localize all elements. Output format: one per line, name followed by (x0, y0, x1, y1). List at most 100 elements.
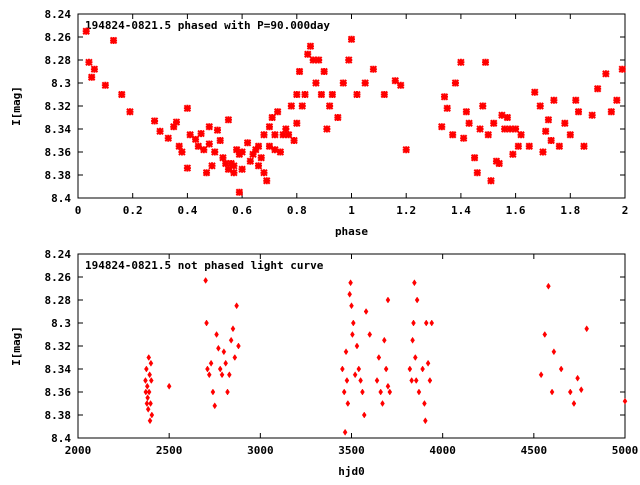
data-point (230, 162, 238, 170)
data-point (271, 131, 279, 139)
data-point (558, 365, 564, 373)
data-point (459, 134, 468, 142)
data-point (350, 331, 355, 338)
data-point (618, 65, 626, 73)
x-tick-label: 0.4 (177, 204, 197, 217)
data-point (349, 302, 354, 310)
data-point (385, 382, 391, 390)
data-point (575, 374, 580, 382)
data-point (236, 342, 241, 350)
data-point (216, 136, 224, 145)
x-tick-label: 0.8 (287, 204, 307, 217)
data-point (495, 159, 503, 168)
data-point (352, 371, 358, 379)
data-point (217, 365, 223, 373)
data-point (385, 296, 391, 304)
data-point (260, 131, 268, 139)
y-tick-label: 8.34 (45, 363, 72, 376)
data-point (613, 96, 621, 104)
data-point (227, 371, 232, 379)
data-point (525, 142, 533, 150)
x-tick-label: 1.2 (396, 204, 416, 217)
chart-title: 194824-0821.5 not phased light curve (85, 259, 324, 272)
data-point (342, 428, 348, 436)
data-point (208, 162, 216, 170)
data-point (451, 79, 460, 87)
x-tick-label: 1.4 (451, 204, 471, 217)
data-point (156, 127, 164, 136)
data-point (146, 354, 152, 361)
data-point (397, 81, 405, 90)
data-point (252, 145, 260, 154)
data-point (422, 400, 427, 407)
data-point (287, 102, 296, 110)
data-point (498, 111, 506, 119)
data-point (341, 388, 347, 396)
data-point (309, 56, 317, 64)
data-point (345, 56, 353, 64)
data-point (205, 122, 213, 131)
y-tick-label: 8.28 (45, 54, 72, 67)
data-point (555, 142, 564, 150)
data-point (511, 125, 520, 133)
data-point (143, 388, 149, 396)
data-point (367, 331, 373, 338)
data-point (593, 85, 602, 93)
data-point (150, 117, 159, 125)
data-point (164, 134, 172, 142)
x-axis-title: hjd0 (338, 465, 365, 478)
data-point (438, 122, 446, 131)
data-point (465, 119, 473, 127)
data-point (183, 164, 192, 172)
data-point (344, 377, 350, 384)
data-point (118, 90, 126, 99)
data-point (166, 382, 172, 390)
data-point (353, 90, 361, 99)
data-point (148, 359, 154, 367)
data-point (271, 145, 279, 154)
x-tick-label: 4000 (429, 444, 456, 457)
data-point (224, 116, 233, 124)
y-axis-title: I[mag] (10, 326, 23, 366)
data-point (574, 108, 583, 116)
data-point (470, 154, 479, 162)
data-point (230, 325, 236, 333)
data-point (178, 148, 186, 156)
data-point (85, 58, 93, 67)
data-point (232, 354, 238, 361)
data-point (147, 417, 153, 425)
data-point (323, 125, 331, 133)
data-point (413, 354, 418, 361)
data-point (549, 388, 555, 396)
data-point (172, 118, 181, 126)
data-point (506, 125, 514, 133)
data-point (413, 377, 419, 384)
data-point (298, 102, 306, 110)
data-point (347, 35, 356, 44)
data-point (219, 371, 225, 379)
x-axis-title: phase (335, 225, 368, 238)
data-point (314, 56, 323, 64)
data-point (293, 119, 301, 127)
y-tick-label: 8.32 (45, 340, 72, 353)
data-point (584, 325, 590, 333)
data-point (345, 400, 351, 407)
data-point (440, 93, 449, 101)
data-point (387, 388, 393, 396)
data-point (204, 319, 209, 327)
data-point (268, 113, 276, 122)
data-point (101, 81, 110, 90)
data-point (295, 67, 304, 76)
data-point (186, 131, 194, 139)
data-point (148, 377, 154, 384)
data-point (348, 279, 353, 287)
data-point (473, 168, 482, 177)
y-tick-label: 8.24 (45, 248, 72, 261)
data-point (383, 365, 389, 373)
data-point (380, 400, 385, 407)
data-point (354, 342, 360, 350)
data-point (197, 129, 205, 138)
y-tick-label: 8.24 (45, 8, 72, 21)
data-point (484, 131, 492, 139)
